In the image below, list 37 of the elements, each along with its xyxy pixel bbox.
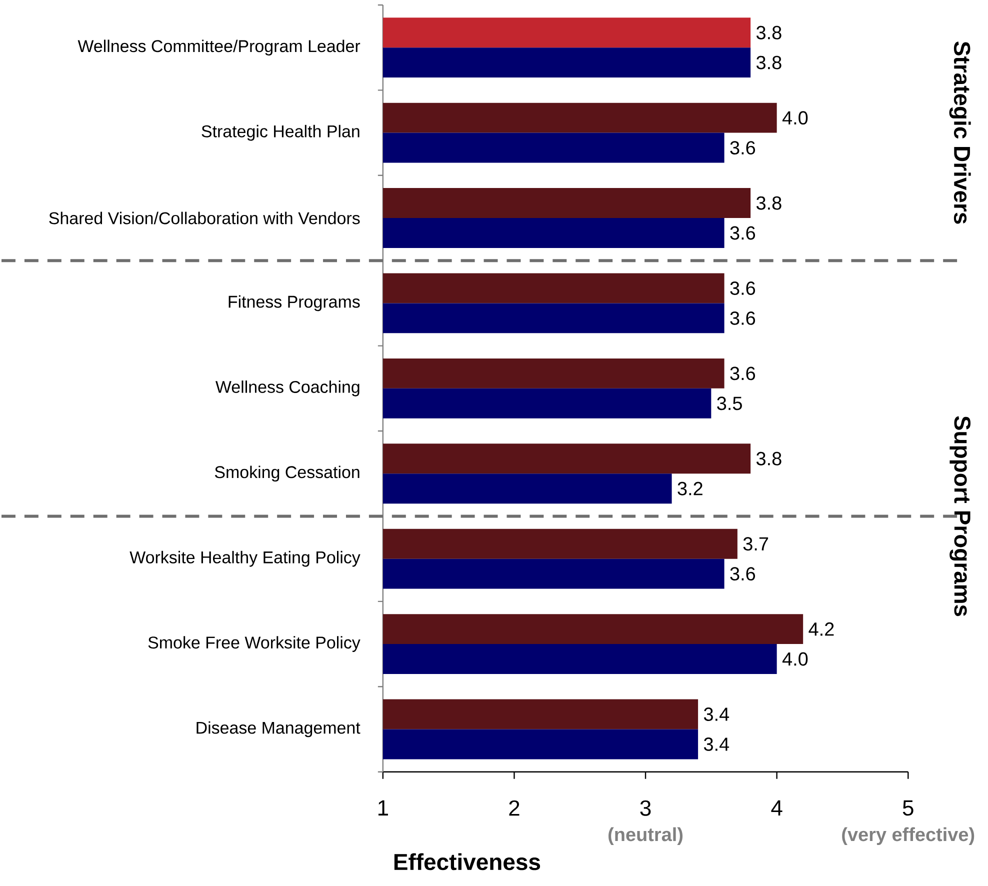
y-tick-label: Worksite Healthy Eating Policy: [130, 551, 360, 567]
data-label: 3.6: [730, 366, 756, 380]
text: (very effective): [842, 827, 974, 846]
data-label: 3.6: [730, 312, 756, 326]
text: (neutral): [608, 827, 683, 846]
text: Support Programs: [950, 416, 970, 616]
data-label: 3.2: [678, 482, 702, 496]
y-tick-label: Wellness Committee/Program Leader: [78, 40, 360, 56]
data-label: 3.4: [704, 738, 730, 752]
y-tick-label: Disease Management: [196, 722, 360, 738]
data-label: 3.8: [756, 26, 782, 40]
data-label: 4.0: [782, 111, 808, 125]
x-tick-label: 5: [902, 800, 914, 816]
y-tick-label: Fitness Programs: [228, 295, 360, 312]
data-label: 4.0: [782, 652, 808, 666]
data-label: 3.8: [756, 56, 782, 70]
y-tick-label: Shared Vision/Collaboration with Vendors: [49, 212, 360, 224]
data-label: 3.6: [730, 282, 756, 296]
data-label: 3.5: [717, 396, 742, 410]
data-label: 3.6: [730, 567, 756, 581]
y-tick-label: Smoke Free Worksite Policy: [148, 636, 360, 652]
data-label: 3.6: [730, 141, 756, 155]
data-label: 3.8: [756, 196, 782, 210]
data-label: 3.4: [704, 708, 730, 722]
data-label: 4.2: [808, 622, 834, 636]
data-label: 3.7: [743, 537, 768, 551]
y-tick-label: Wellness Coaching: [216, 380, 360, 396]
x-tick-label: 3: [640, 800, 651, 816]
data-label: 3.8: [756, 452, 782, 466]
x-tick-label: 1: [378, 800, 388, 816]
text: Strategic Drivers: [949, 42, 971, 224]
x-tick-label: 2: [509, 800, 520, 816]
x-tick-label: 4: [771, 800, 782, 816]
x-axis-title: Effectiveness: [394, 853, 540, 870]
data-label: 3.6: [730, 226, 756, 240]
y-tick-label: Strategic Health Plan: [202, 125, 360, 141]
y-tick-label: Smoking Cessation: [214, 466, 360, 482]
